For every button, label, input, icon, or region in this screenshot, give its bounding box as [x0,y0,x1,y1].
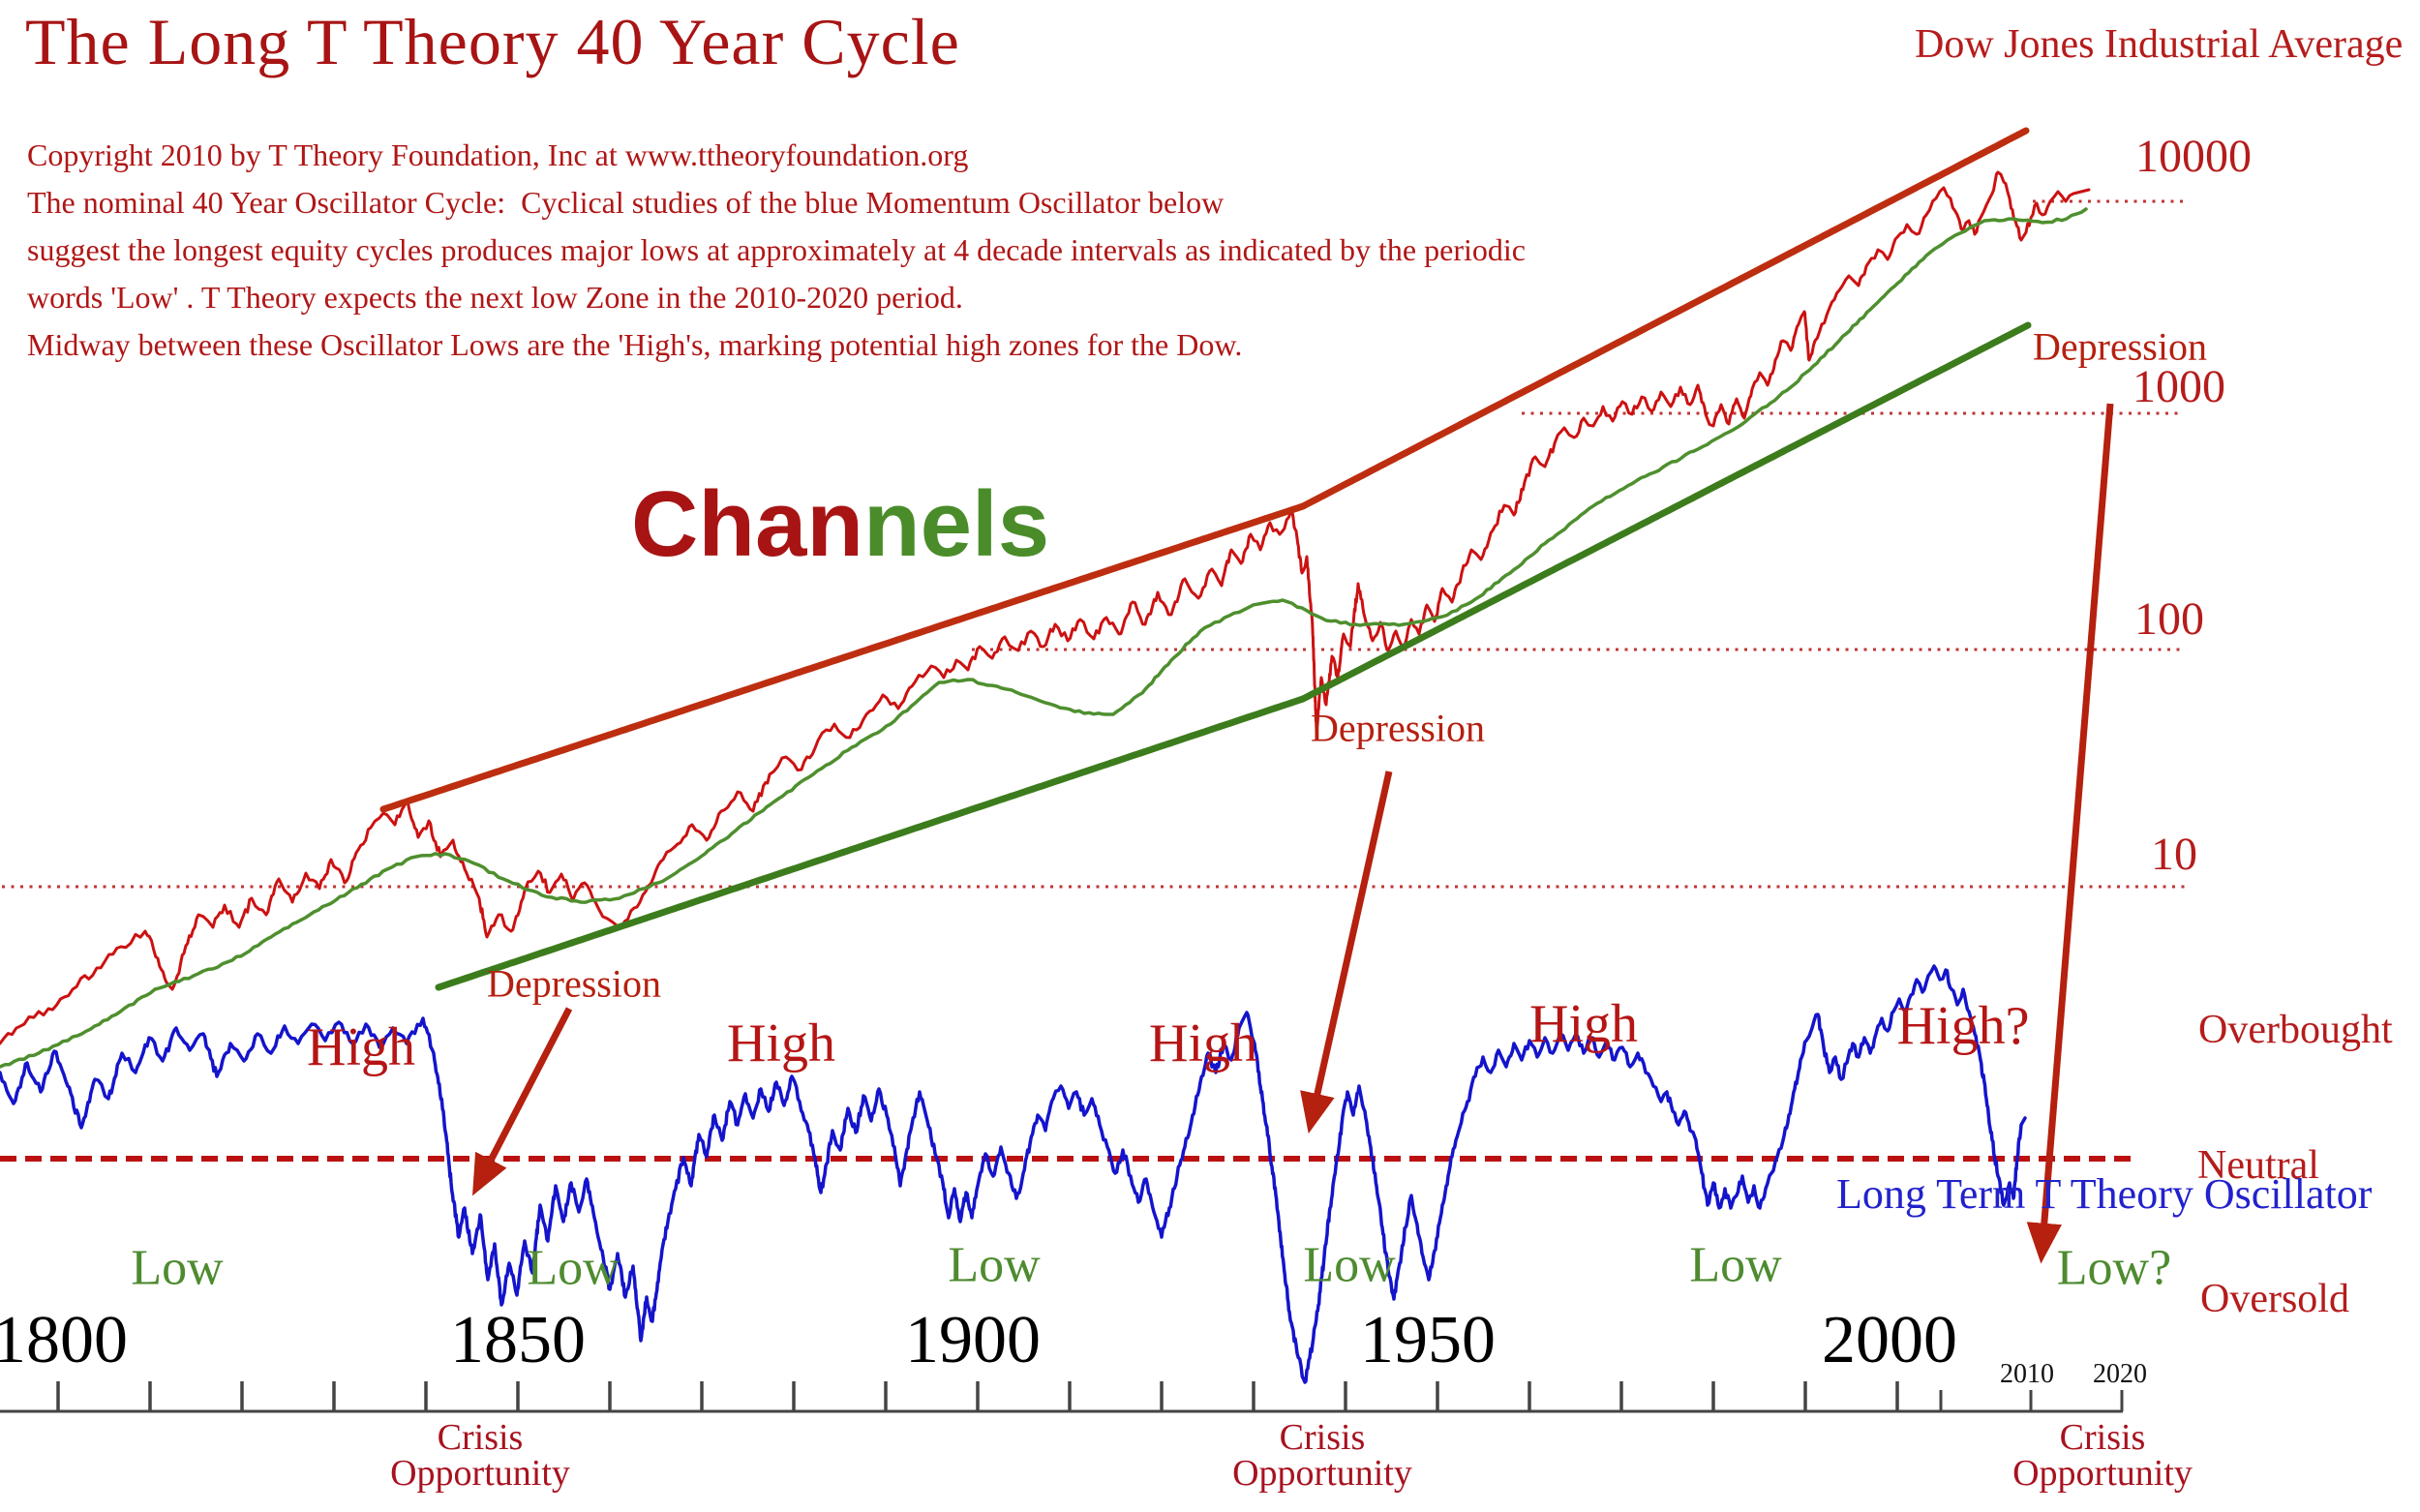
page-title: The Long T Theory 40 Year Cycle [25,5,960,78]
high-label-4: High [1529,994,1638,1054]
high-label-1: High [307,1017,415,1077]
x-axis-year-1800: 1800 [0,1303,128,1377]
price-scale-10: 10 [2151,829,2197,880]
depression-arrow-1 [471,1007,573,1196]
depression-label-2: Depression [1311,706,1485,750]
low-label-1: Low [131,1240,224,1296]
low-label-4: Low [1303,1237,1396,1293]
channels-watermark: Channels [631,478,1049,571]
copyright-line: suggest the longest equity cycles produc… [27,232,1526,267]
crisis-line2: Opportunity [390,1453,570,1494]
neutral-label: Neutral [2197,1143,2319,1188]
copyright-line: words 'Low' . T Theory expects the next … [27,280,963,315]
oversold-label: Oversold [2200,1277,2349,1321]
data-series-lines [0,127,2091,1384]
crisis-line2: Opportunity [2012,1453,2193,1494]
series-t-theory-oscillator [0,964,2027,1384]
series-dow-moving-average [0,207,2088,1069]
x-axis [0,1381,2124,1413]
x-axis-year-2010: 2010 [2000,1359,2054,1389]
channels-watermark-green: nels [863,472,1050,576]
price-scale-100: 100 [2134,593,2204,645]
series-channel-upper [379,127,2030,813]
annotation-arrows [471,403,2114,1264]
crisis-opportunity-1: Crisis Opportunity [390,1417,570,1494]
low-label-2: Low [527,1240,620,1296]
copyright-block: Copyright 2010 by T Theory Foundation, I… [27,132,1526,369]
x-axis-year-1850: 1850 [450,1303,586,1377]
crisis-line1: Crisis [2059,1417,2146,1458]
copyright-line: Midway between these Oscillator Lows are… [27,327,1243,362]
copyright-line: The nominal 40 Year Oscillator Cycle: Cy… [27,185,1225,220]
series-dow-price [0,170,2091,1045]
x-axis-year-2020: 2020 [2093,1359,2147,1389]
x-axis-year-1900: 1900 [905,1303,1041,1377]
high-label-3: High [1149,1013,1257,1074]
price-scale-1000: 1000 [2133,361,2225,412]
channels-watermark-red: Chan [631,472,863,576]
copyright-line: Copyright 2010 by T Theory Foundation, I… [27,137,969,172]
low-label-5: Low [1689,1237,1782,1293]
low-label-6: Low? [2056,1240,2172,1296]
high-label-5: High? [1896,996,2030,1056]
depression-arrow-2 [1300,771,1393,1134]
overbought-label: Overbought [2198,1008,2393,1052]
crisis-opportunity-3: Crisis Opportunity [2012,1417,2193,1494]
crisis-opportunity-2: Crisis Opportunity [1232,1417,1412,1494]
series-channel-lower [435,321,2032,991]
high-label-2: High [727,1013,835,1074]
depression-arrow-3 [2026,403,2114,1264]
x-axis-year-1950: 1950 [1360,1303,1496,1377]
low-label-3: Low [948,1237,1041,1293]
oscillator-label: Long Term T Theory Oscillator [1836,1170,2373,1218]
depression-label-3: Depression [2033,324,2207,369]
crisis-line2: Opportunity [1232,1453,1412,1494]
price-scale-10000: 10000 [2135,131,2252,182]
crisis-line1: Crisis [437,1417,524,1458]
crisis-line1: Crisis [1279,1417,1366,1458]
depression-label-1: Depression [487,961,661,1006]
dow-jones-label: Dow Jones Industrial Average [1915,22,2404,67]
price-level-dotted-lines [2,199,2190,889]
x-axis-year-2000: 2000 [1822,1303,1957,1377]
